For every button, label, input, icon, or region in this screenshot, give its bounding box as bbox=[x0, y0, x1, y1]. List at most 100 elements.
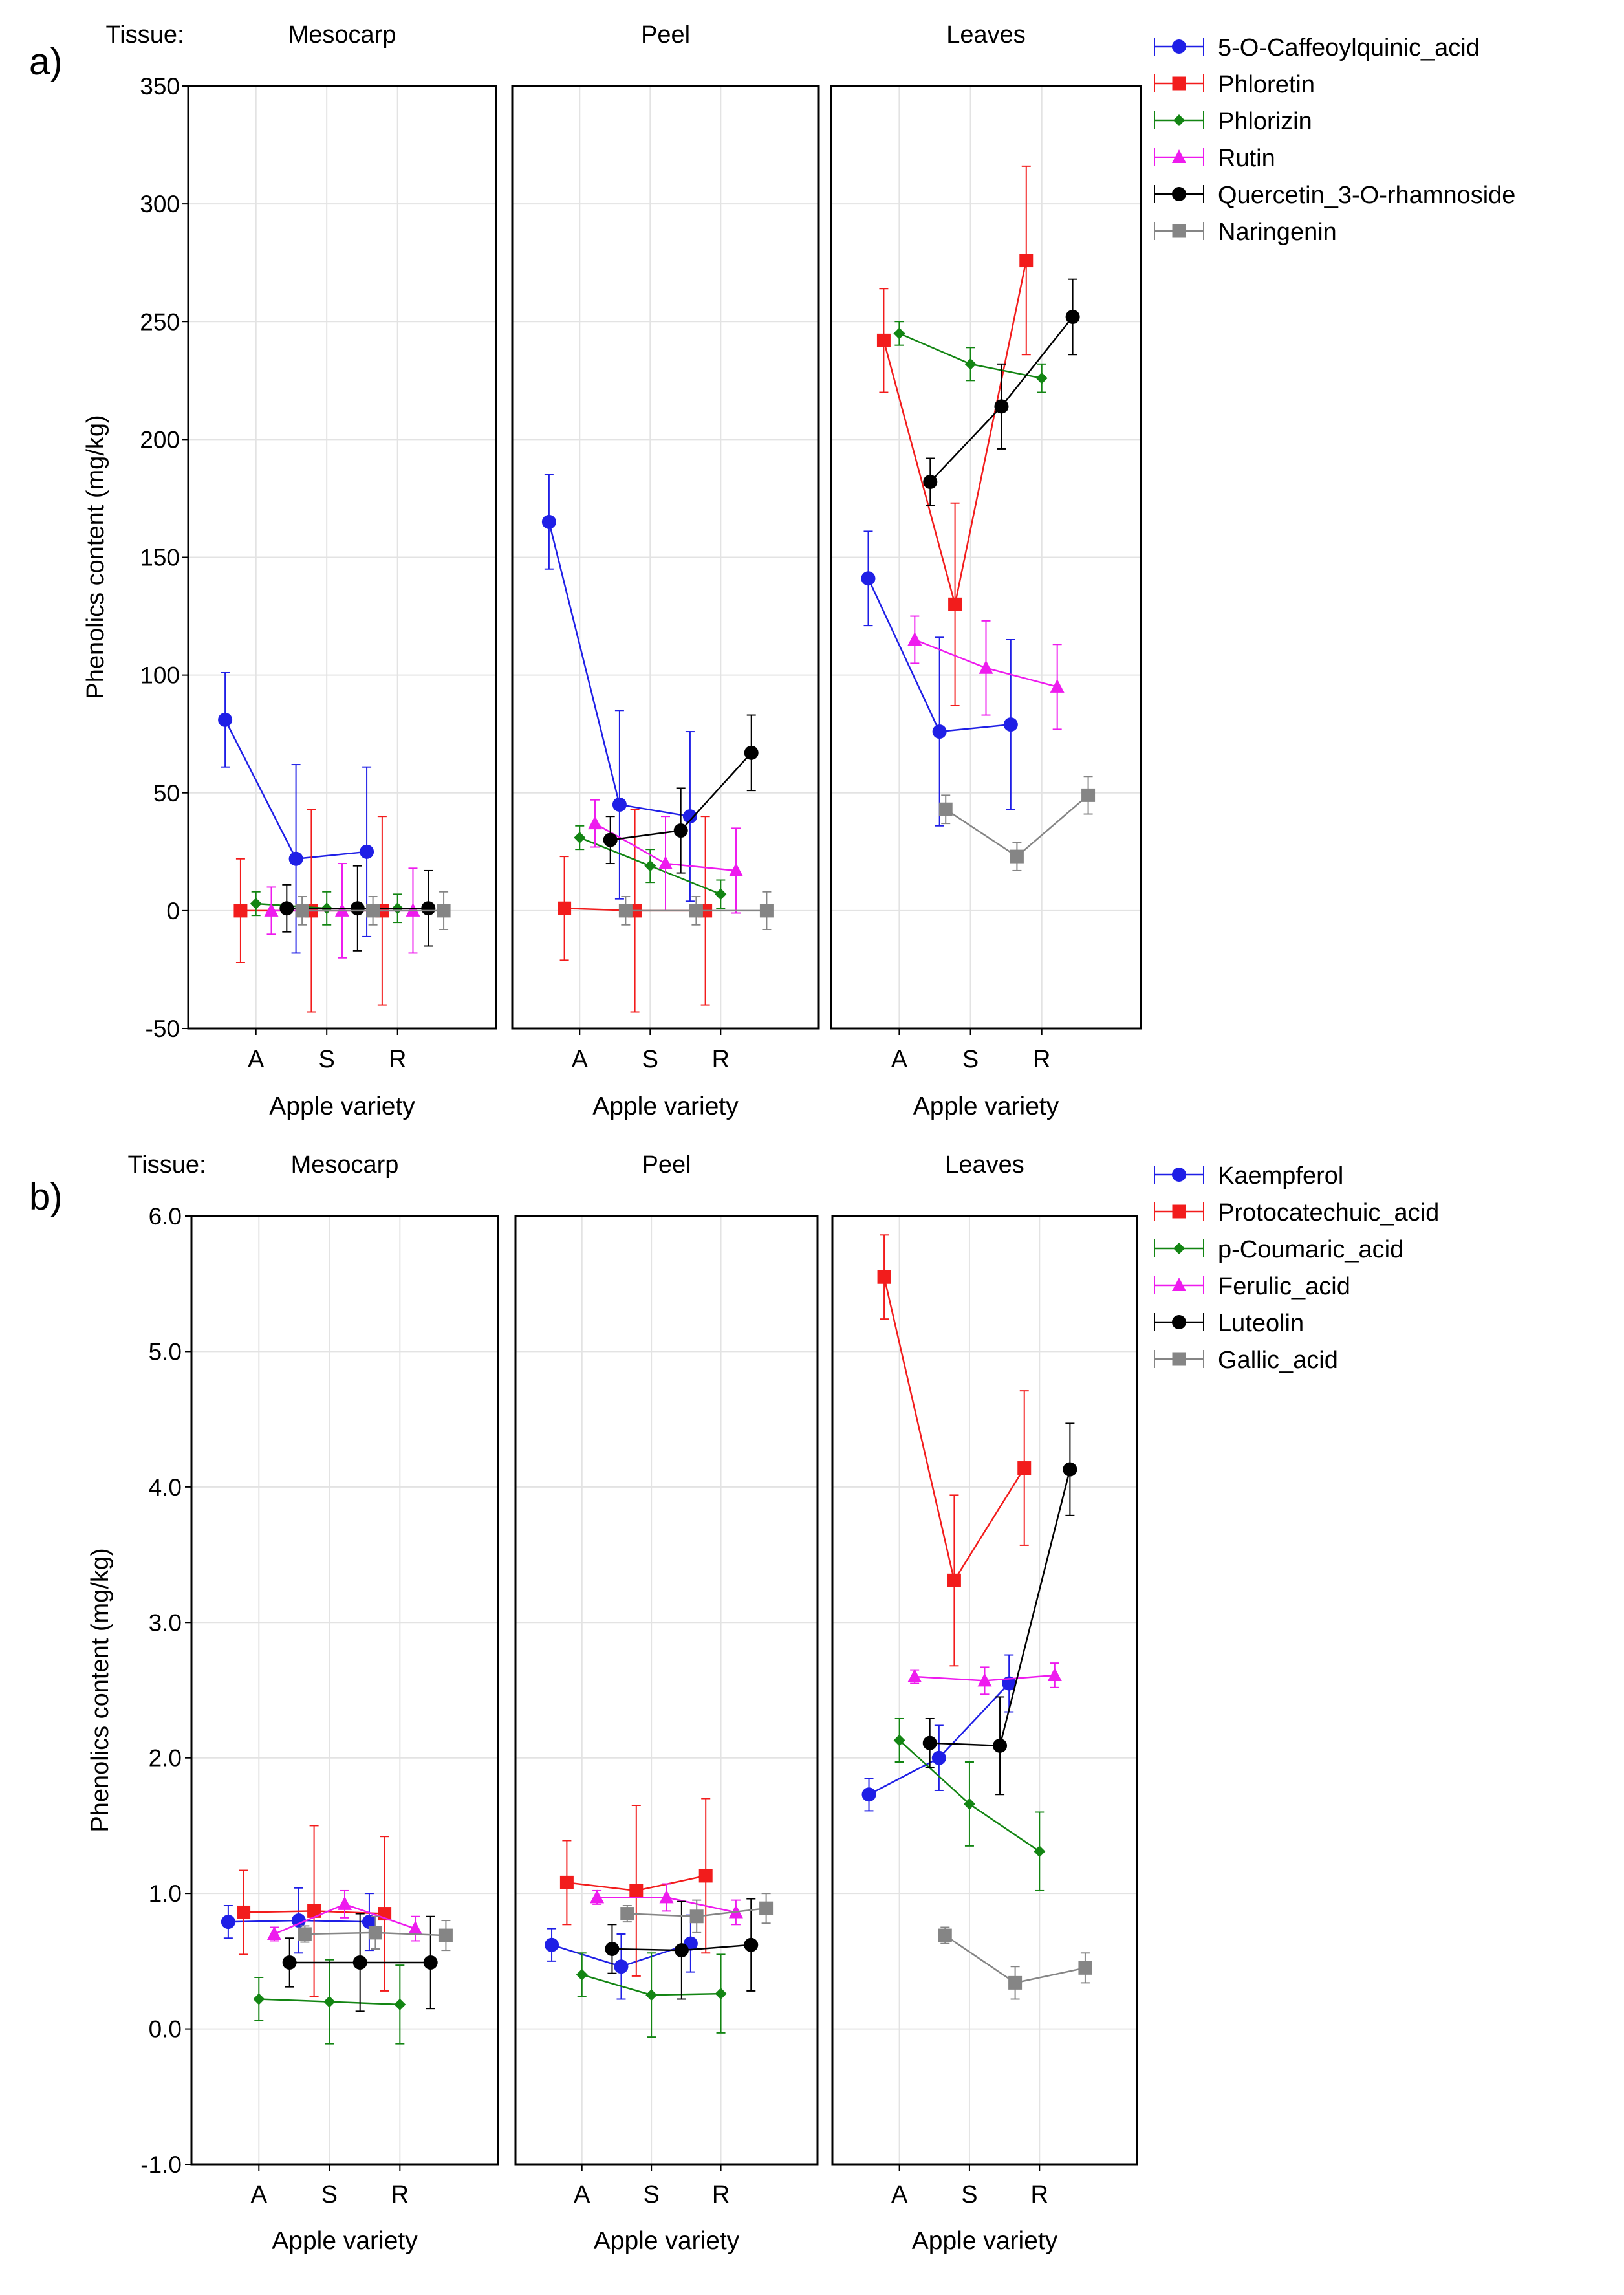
data-point bbox=[861, 1787, 876, 1802]
series-protocatechuic-acid bbox=[559, 1798, 713, 1977]
data-point bbox=[907, 631, 922, 646]
tissue-label: Tissue: bbox=[127, 1151, 206, 1179]
data-point bbox=[587, 816, 602, 830]
data-point bbox=[1008, 1975, 1023, 1990]
facet-peel: Peel A S R Apple variety bbox=[511, 21, 820, 1120]
x-tick-label: S bbox=[962, 1046, 979, 1073]
series-quercetin-3-o-rhamnoside bbox=[279, 865, 436, 952]
x-tick-label: R bbox=[1033, 1046, 1050, 1073]
data-point bbox=[1081, 788, 1096, 802]
legend-label: Phlorizin bbox=[1218, 108, 1312, 135]
data-point bbox=[698, 1869, 713, 1883]
series-ferulic-acid bbox=[266, 1889, 423, 1942]
x-axis-label: Apple variety bbox=[269, 1093, 415, 1120]
x-tick-label: S bbox=[643, 2181, 659, 2208]
x-tick-label: A bbox=[574, 2181, 590, 2208]
data-point bbox=[644, 860, 656, 872]
y-tick-label: 0 bbox=[166, 898, 180, 924]
data-point bbox=[559, 1875, 574, 1889]
data-point bbox=[298, 1927, 312, 1941]
y-tick-label: 250 bbox=[140, 309, 180, 335]
legend-marker bbox=[1172, 224, 1186, 238]
legend-marker bbox=[1172, 149, 1186, 163]
tissue-label: Tissue: bbox=[105, 21, 184, 49]
y-tick-label: 300 bbox=[140, 191, 180, 217]
legend-marker bbox=[1172, 1352, 1186, 1366]
data-point bbox=[931, 1750, 946, 1765]
y-tick-label: 200 bbox=[140, 426, 180, 453]
chart-panel-a: a) Tissue: -50 0 50 100 150 200 250 300 350 Phenoli… bbox=[29, 21, 1515, 1120]
y-tick-label: 6.0 bbox=[149, 1203, 182, 1230]
data-point bbox=[932, 724, 947, 739]
legend-item: Quercetin_3-O-rhamnoside bbox=[1154, 182, 1515, 209]
x-tick-label: A bbox=[248, 1046, 265, 1073]
legend-marker bbox=[1172, 76, 1186, 91]
data-point bbox=[673, 823, 688, 838]
x-axis-label: Apple variety bbox=[594, 2227, 740, 2255]
data-point bbox=[620, 1907, 634, 1921]
data-point bbox=[237, 1905, 251, 1919]
data-point bbox=[368, 1926, 382, 1940]
series-gallic-acid bbox=[938, 1926, 1092, 2000]
data-point bbox=[715, 1988, 727, 2000]
legend-label: Gallic_acid bbox=[1218, 1347, 1338, 1374]
legend-label: Protocatechuic_acid bbox=[1218, 1199, 1439, 1226]
legend-label: 5-O-Caffeoylquinic_acid bbox=[1218, 34, 1480, 61]
data-point bbox=[715, 888, 727, 900]
facet-mesocarp: Mesocarp A S R Apple variety bbox=[185, 1151, 499, 2255]
data-point bbox=[682, 809, 697, 824]
data-point bbox=[923, 474, 938, 489]
data-point bbox=[1017, 1461, 1032, 1475]
legend-label: Ferulic_acid bbox=[1218, 1273, 1350, 1300]
y-tick-label: 0.0 bbox=[149, 2016, 182, 2043]
data-point bbox=[1003, 717, 1018, 732]
data-point bbox=[421, 901, 436, 916]
data-point bbox=[323, 1996, 336, 2008]
facet-mesocarp: Mesocarp A S R Apple variety bbox=[182, 21, 497, 1120]
series-kaempferol bbox=[861, 1654, 1017, 1812]
facet-title: Peel bbox=[641, 21, 690, 49]
facet-title: Leaves bbox=[945, 1151, 1024, 1179]
data-point bbox=[744, 1937, 759, 1952]
data-point bbox=[266, 1926, 281, 1940]
y-tick-label: 3.0 bbox=[149, 1609, 182, 1636]
y-tick-label: -50 bbox=[146, 1016, 180, 1042]
data-point bbox=[861, 571, 876, 586]
legend-item: Ferulic_acid bbox=[1154, 1273, 1350, 1300]
data-point bbox=[218, 712, 233, 727]
legend-item: p-Coumaric_acid bbox=[1154, 1236, 1403, 1263]
legend-label: Luteolin bbox=[1218, 1310, 1304, 1337]
data-point bbox=[352, 1955, 367, 1970]
data-point bbox=[659, 1889, 674, 1904]
data-point bbox=[1010, 849, 1024, 864]
data-point bbox=[282, 1955, 297, 1970]
data-point bbox=[963, 1798, 975, 1810]
chart-panel-b: b) Tissue: -1.0 0.0 1.0 2.0 3.0 4.0 5.0 6.0 Phenol… bbox=[29, 1151, 1439, 2255]
y-tick-label: 350 bbox=[140, 73, 180, 100]
x-axis-label: Apple variety bbox=[912, 2227, 1058, 2255]
data-point bbox=[876, 333, 891, 347]
series-phlorizin bbox=[574, 825, 727, 909]
data-point bbox=[922, 1735, 937, 1750]
series-gallic-acid bbox=[620, 1893, 774, 1933]
series-rutin bbox=[907, 615, 1065, 730]
data-point bbox=[360, 844, 374, 859]
data-point bbox=[335, 902, 349, 917]
data-point bbox=[938, 802, 953, 816]
facet-frame bbox=[514, 1215, 819, 2166]
x-tick-label: A bbox=[891, 1046, 908, 1073]
facet-frame bbox=[831, 1215, 1138, 2166]
x-tick-label: R bbox=[389, 1046, 406, 1073]
x-tick-label: R bbox=[391, 2181, 409, 2208]
series-rutin bbox=[587, 799, 744, 914]
series-5-o-caffeoylquinic-acid bbox=[541, 474, 697, 902]
y-tick-label: 4.0 bbox=[149, 1474, 182, 1501]
data-point bbox=[545, 1937, 559, 1952]
data-point bbox=[338, 1896, 352, 1910]
data-point bbox=[629, 1884, 644, 1898]
data-point bbox=[576, 1968, 588, 1981]
data-point bbox=[279, 901, 294, 916]
data-point bbox=[1019, 254, 1034, 268]
legend-item: Phlorizin bbox=[1154, 108, 1312, 135]
